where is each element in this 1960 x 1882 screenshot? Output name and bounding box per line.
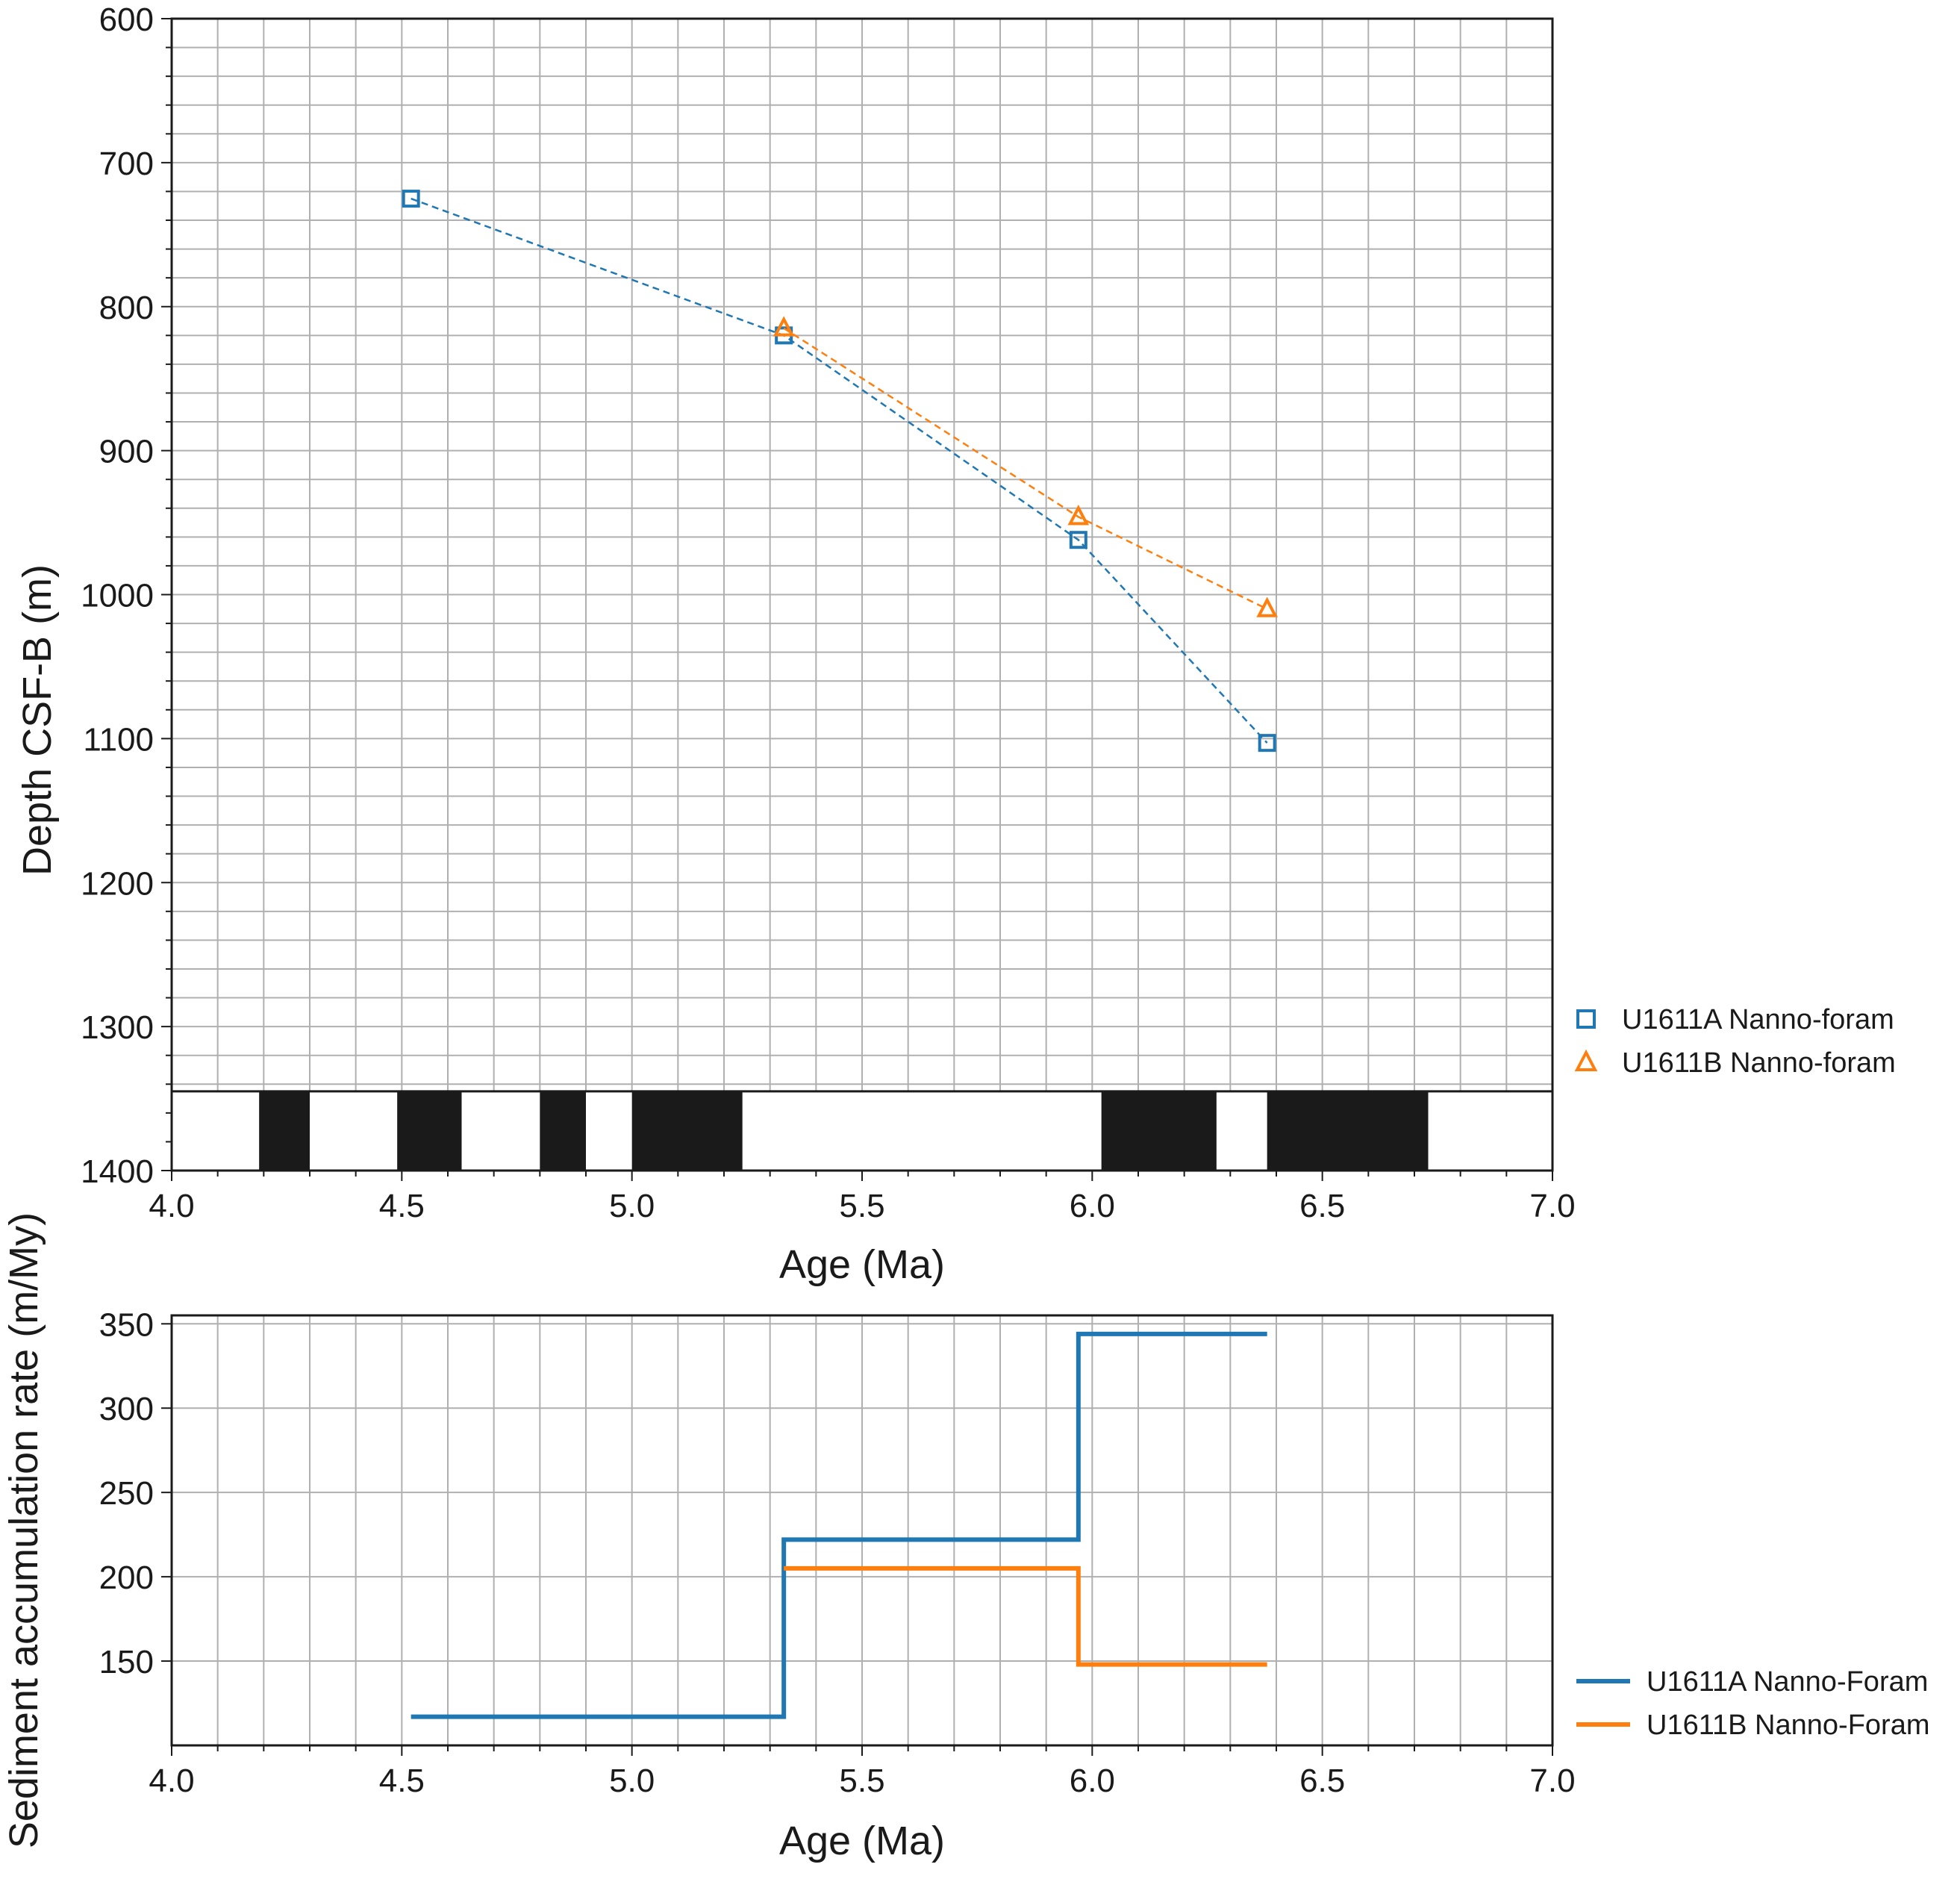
x-tick-label: 5.0 bbox=[609, 1188, 655, 1224]
x-axis-title: Age (Ma) bbox=[779, 1242, 945, 1287]
series-line-1 bbox=[783, 327, 1268, 610]
x-tick-label: 5.0 bbox=[609, 1763, 655, 1799]
polarity-normal-interval bbox=[259, 1091, 310, 1171]
y-tick-label: 300 bbox=[99, 1391, 154, 1427]
polarity-normal-interval bbox=[631, 1091, 743, 1171]
y-tick-label: 1400 bbox=[81, 1153, 154, 1190]
legend-label: U1611B Nanno-Foram bbox=[1647, 1710, 1929, 1741]
legend-marker-triangle bbox=[1574, 1049, 1598, 1071]
y-tick-label: 150 bbox=[99, 1644, 154, 1680]
y-tick-label: 200 bbox=[99, 1559, 154, 1596]
data-point-square bbox=[1258, 734, 1276, 753]
depth-age-chart: 4.0 4.5 5.0 5.5 6.0 6.5 7.0 600 700 800 900 1000 110… bbox=[15, 1, 1896, 1287]
x-tick-label: 4.0 bbox=[149, 1188, 194, 1224]
polarity-normal-interval bbox=[1267, 1091, 1429, 1171]
y-tick-label: 1000 bbox=[81, 578, 154, 614]
y-tick-label: 900 bbox=[99, 434, 154, 470]
x-tick-label: 4.5 bbox=[379, 1188, 425, 1224]
y-axis-title: Depth CSF-B (m) bbox=[15, 564, 60, 876]
polarity-normal-interval bbox=[540, 1091, 586, 1171]
x-tick-label: 7.0 bbox=[1529, 1763, 1575, 1799]
x-tick-label: 4.0 bbox=[149, 1763, 194, 1799]
polarity-normal-interval bbox=[397, 1091, 462, 1171]
data-point-square bbox=[402, 190, 420, 208]
x-tick-label: 6.5 bbox=[1299, 1763, 1345, 1799]
y-tick-label: 250 bbox=[99, 1475, 154, 1512]
legend-label: U1611B Nanno-foram bbox=[1622, 1047, 1896, 1079]
series-line-0 bbox=[411, 197, 1268, 744]
y-tick-label: 600 bbox=[99, 1, 154, 38]
x-tick-label: 6.0 bbox=[1070, 1188, 1115, 1224]
y-tick-label: 1300 bbox=[81, 1009, 154, 1046]
x-tick-label: 5.5 bbox=[839, 1763, 884, 1799]
data-point-triangle bbox=[773, 316, 795, 337]
legend-marker-square bbox=[1576, 1009, 1596, 1029]
y-axis-title: Sediment accumulation rate (m/My) bbox=[1, 1212, 46, 1848]
accumulation-rate-chart: 4.0 4.5 5.0 5.5 6.0 6.5 7.0 150 200 250 300 350 Age … bbox=[1, 1212, 1929, 1863]
legend-label: U1611A Nanno-Foram bbox=[1647, 1666, 1928, 1698]
y-tick-label: 1200 bbox=[81, 865, 154, 902]
y-tick-label: 1100 bbox=[83, 721, 154, 758]
x-tick-label: 5.5 bbox=[839, 1188, 884, 1224]
series-step-line-1 bbox=[784, 1565, 1267, 1667]
data-point-square bbox=[1069, 531, 1087, 549]
series-step-line-0 bbox=[411, 1331, 1267, 1719]
data-point-triangle bbox=[1256, 596, 1278, 617]
x-tick-label: 6.5 bbox=[1299, 1188, 1345, 1224]
y-tick-label: 800 bbox=[99, 290, 154, 326]
polarity-normal-interval bbox=[1101, 1091, 1217, 1171]
x-tick-label: 6.0 bbox=[1070, 1763, 1115, 1799]
x-tick-label: 4.5 bbox=[379, 1763, 425, 1799]
y-tick-label: 700 bbox=[99, 146, 154, 182]
x-tick-label: 7.0 bbox=[1529, 1188, 1575, 1224]
y-tick-label: 350 bbox=[99, 1306, 154, 1343]
data-point-triangle bbox=[1067, 505, 1090, 526]
x-axis-title: Age (Ma) bbox=[779, 1819, 945, 1863]
legend-label: U1611A Nanno-foram bbox=[1622, 1004, 1894, 1035]
